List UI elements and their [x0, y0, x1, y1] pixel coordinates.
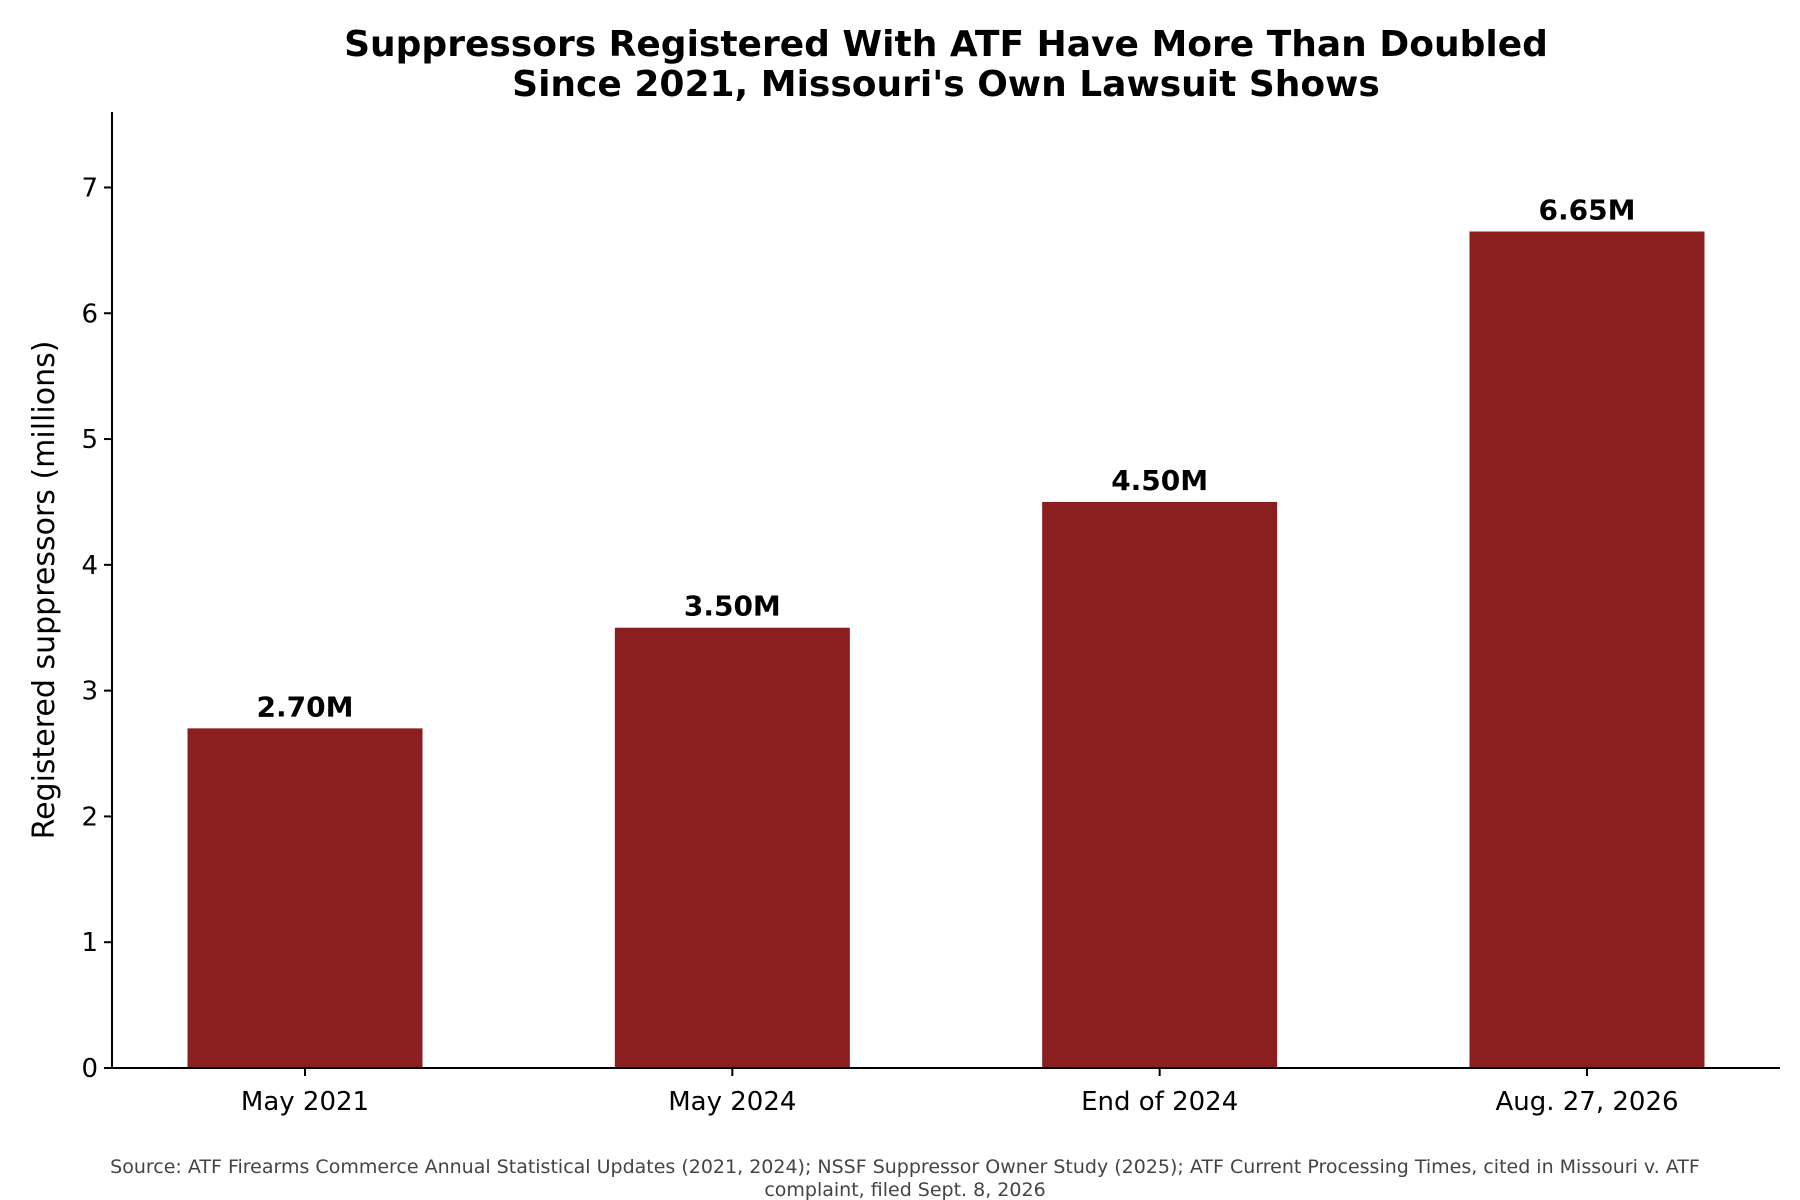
bar-1	[187, 728, 423, 1068]
data-label-1: 2.70M	[257, 690, 354, 723]
x-tick-label-1: May 2021	[241, 1087, 369, 1117]
y-tick-label-3: 3	[81, 677, 98, 707]
y-tick-label-4: 4	[81, 551, 98, 581]
y-tick-label-7: 7	[81, 173, 98, 203]
y-tick-label-6: 6	[81, 299, 98, 329]
bar-4	[1469, 231, 1705, 1068]
bar-3	[1042, 501, 1278, 1068]
x-tick-label-3: End of 2024	[1081, 1087, 1238, 1117]
data-label-3: 4.50M	[1111, 464, 1208, 497]
chart-title: Suppressors Registered With ATF Have Mor…	[344, 24, 1548, 105]
data-label-2: 3.50M	[684, 590, 781, 623]
data-label-4: 6.65M	[1539, 194, 1636, 227]
y-tick-label-1: 1	[81, 928, 98, 958]
x-tick-label-2: May 2024	[668, 1087, 796, 1117]
chart-title-line-1: Suppressors Registered With ATF Have Mor…	[344, 24, 1548, 65]
x-tick-label-4: Aug. 27, 2026	[1495, 1087, 1678, 1117]
source-note-line-1: Source: ATF Firearms Commerce Annual Sta…	[110, 1156, 1700, 1178]
y-tick-label-0: 0	[81, 1054, 98, 1084]
source-note: Source: ATF Firearms Commerce Annual Sta…	[110, 1156, 1700, 1200]
bar-2	[614, 627, 850, 1068]
plot-area: 2.70M 3.50M 4.50M 6.65M 0 1 2 3 4 5 6 7 May 2021 May …	[81, 112, 1780, 1117]
y-axis-label: Registered suppressors (millions)	[27, 341, 62, 840]
source-note-line-2: complaint, filed Sept. 8, 2026	[764, 1179, 1045, 1200]
y-tick-label-2: 2	[81, 802, 98, 832]
chart-title-line-2: Since 2021, Missouri's Own Lawsuit Shows	[512, 64, 1380, 105]
y-tick-label-5: 5	[81, 425, 98, 455]
